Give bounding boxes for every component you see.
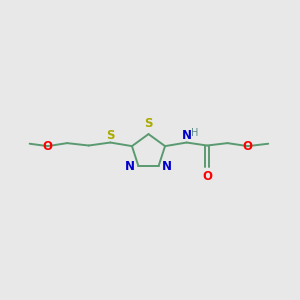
- Text: N: N: [125, 160, 135, 173]
- Text: H: H: [191, 128, 199, 138]
- Text: O: O: [243, 140, 253, 153]
- Text: N: N: [162, 160, 172, 173]
- Text: S: S: [106, 129, 115, 142]
- Text: S: S: [144, 118, 153, 130]
- Text: N: N: [182, 129, 192, 142]
- Text: O: O: [43, 140, 53, 153]
- Text: O: O: [202, 170, 212, 183]
